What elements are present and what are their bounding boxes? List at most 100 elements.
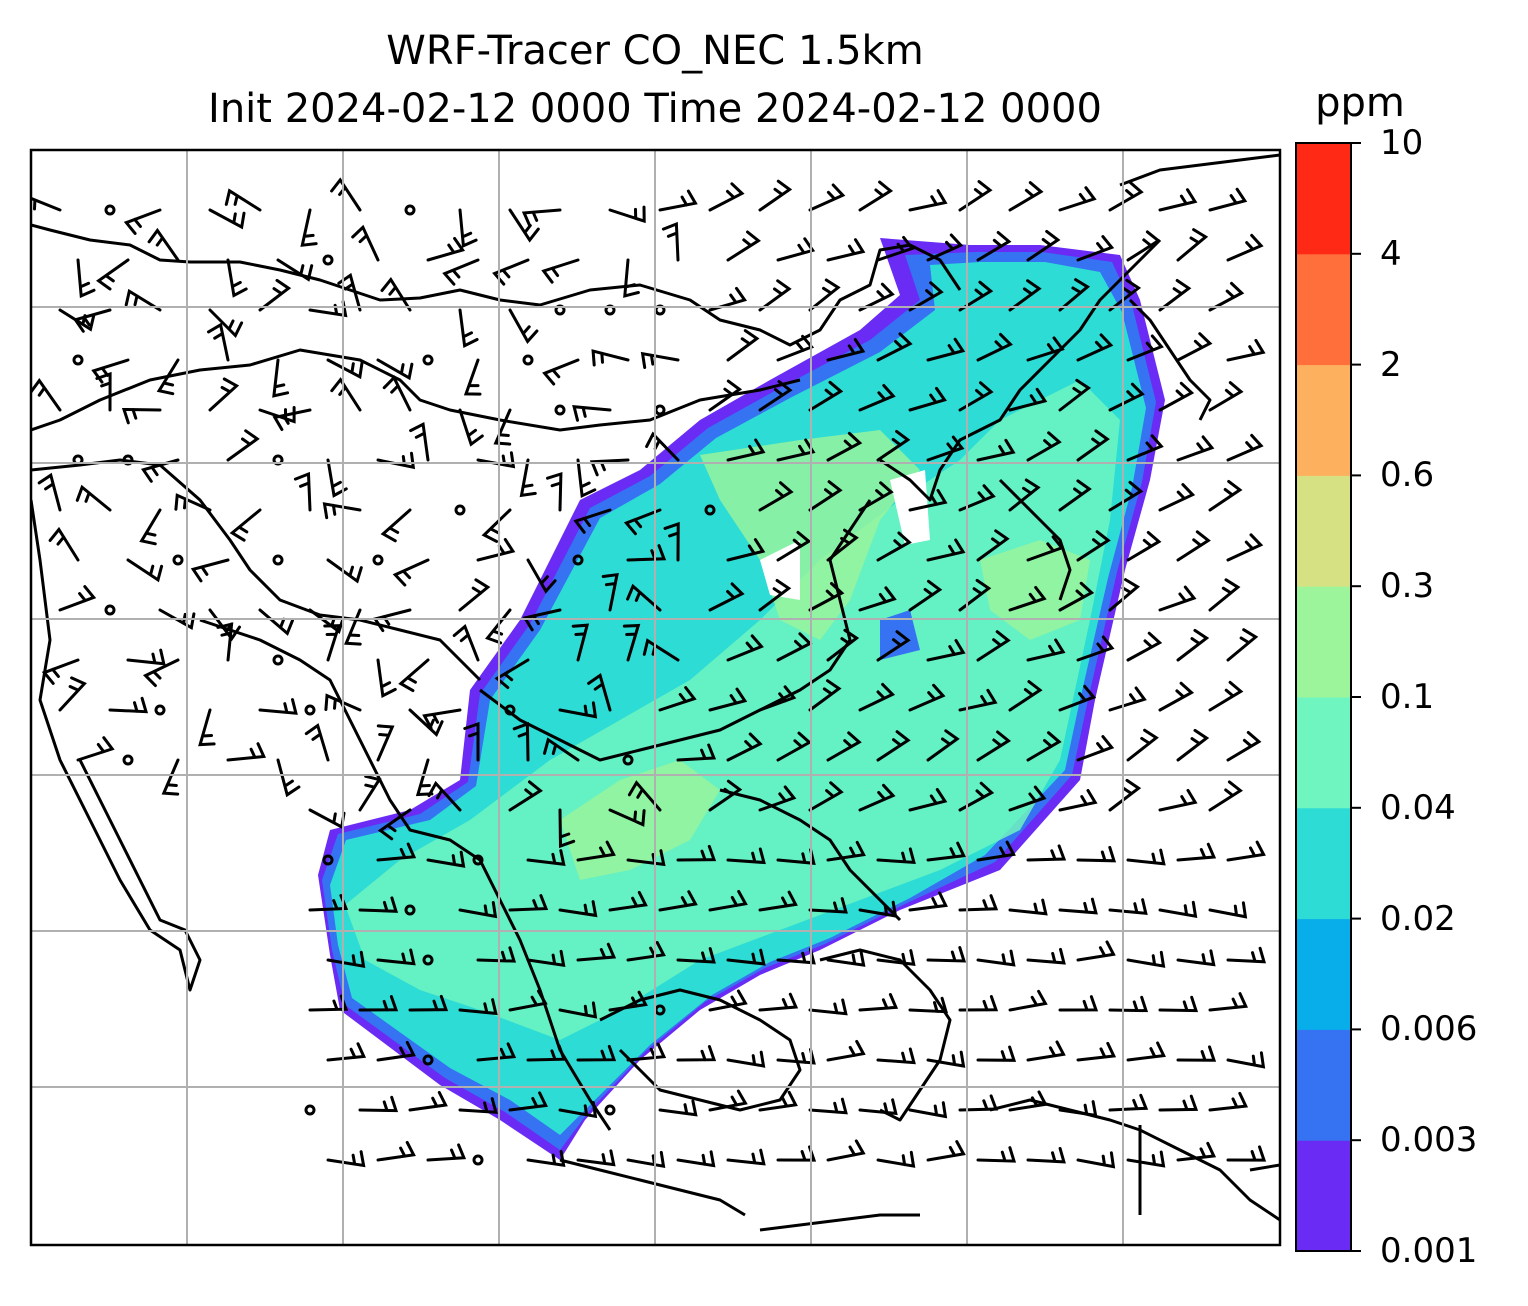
wind-barb [442,258,480,286]
wind-barb [1108,898,1148,915]
wind-barb [958,995,999,1012]
wind-barb [376,358,414,381]
wind-barb [958,484,996,512]
wind-barb [676,844,717,862]
wind-barb [758,579,792,612]
calm-marker [372,554,384,566]
wind-barb [427,780,462,812]
wind-barb [808,480,843,512]
wind-barb [76,258,96,299]
colorbar-tick-label: 0.003 [1380,1120,1478,1161]
wind-barb [958,381,994,412]
map-title-line2: Init 2024-02-12 0000 Time 2024-02-12 000… [208,86,1102,132]
wind-barb [58,585,97,612]
wind-barb [622,623,641,662]
wind-barb [976,332,1013,362]
wind-barb [156,358,180,396]
wind-barb [926,1140,966,1162]
wind-barb [926,946,967,963]
colorbar-tick-label: 0.6 [1380,455,1435,496]
map-frame [29,148,1282,1247]
wind-barb [758,1090,798,1112]
wind-barb [1108,480,1144,512]
wind-barb [976,529,1010,562]
wind-barb [623,258,640,298]
wind-barb [876,1047,916,1065]
wind-barb [1208,1091,1249,1112]
wind-barb [826,1039,866,1062]
wind-barb [661,221,680,262]
wind-barb [1026,431,1062,462]
calm-marker [522,354,534,366]
wind-barb [463,358,482,396]
wind-barb [1008,785,1047,812]
wind-barb [1026,731,1062,762]
colorbar-tick-label: 0.02 [1380,898,1456,939]
wind-barb [676,1150,716,1168]
wind-barb [1176,1045,1217,1062]
wind-barb [926,337,966,362]
colorbar-segment [1296,143,1351,255]
calm-marker [504,704,516,716]
wind-barb [1226,433,1264,462]
wind-barb [708,989,748,1012]
colorbar-tick-label: 0.1 [1380,677,1435,717]
wind-barb [826,238,866,262]
wind-barb [826,628,860,662]
wind-barb [376,842,417,862]
wind-barb [1126,230,1161,262]
calm-marker [322,254,334,266]
wind-barb [808,679,842,712]
wind-barb [608,808,646,827]
calm-marker [272,654,284,666]
calm-marker [304,704,316,716]
wind-barb [758,279,792,312]
wind-barb [908,189,948,212]
calm-marker [104,604,116,616]
colorbar-tick-label: 0.3 [1380,566,1435,607]
calm-marker [704,504,716,516]
wind-barb [208,308,244,339]
wind-barb [958,280,994,312]
wind-barb [426,1143,467,1162]
wind-barb [508,1091,548,1112]
wind-barb [1076,235,1115,262]
wind-barb [1226,233,1264,262]
wind-barb [758,890,798,912]
wind-barb [521,208,562,228]
wind-barb [326,1042,367,1062]
wind-barb [1058,186,1097,212]
wind-barb [494,658,530,689]
wind-barb [626,583,662,612]
wind-barb [1126,728,1159,762]
calm-marker [322,854,334,866]
wind-barb [576,942,617,962]
wind-barb [1176,530,1211,562]
wind-barb [576,458,597,499]
wind-barb [726,1050,766,1068]
wind-barb [1158,483,1196,512]
colorbar-tick-label: 0.006 [1380,1009,1478,1050]
wind-barb [1026,336,1065,362]
wind-barb [276,258,314,282]
calm-marker [604,1104,616,1116]
calm-marker [304,1104,316,1116]
wind-barb [161,758,180,796]
wind-barb [808,183,846,212]
wind-barb [1176,842,1217,862]
wind-barb [1208,901,1248,919]
wind-barb [476,946,517,963]
wind-barb [1208,281,1245,312]
wind-barb [380,508,412,543]
wind-barb [463,721,480,762]
wind-barb [908,788,948,812]
wind-barb [858,993,899,1012]
wind-barb [526,849,566,867]
wind-barb [958,894,999,912]
colorbar-segment [1296,1029,1351,1141]
wind-barb [708,687,748,712]
wind-barb [808,897,848,914]
wind-barb [1108,778,1142,812]
wind-barb [558,1101,598,1119]
